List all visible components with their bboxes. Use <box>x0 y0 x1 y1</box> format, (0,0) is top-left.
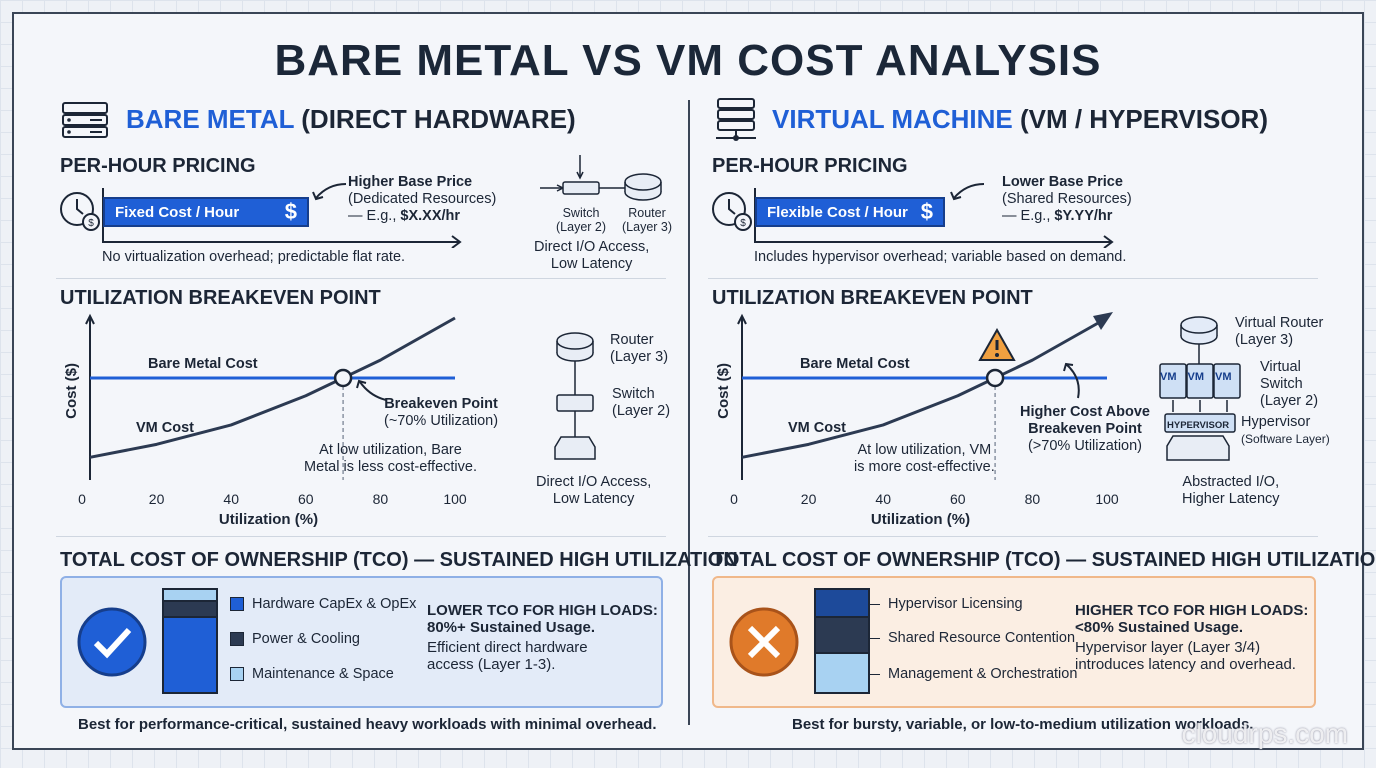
router-switch-server-icon <box>554 332 596 460</box>
pricing-caption: Includes hypervisor overhead; variable b… <box>754 249 1127 265</box>
breakeven-title: UTILIZATION BREAKEVEN POINT <box>712 287 1033 309</box>
tco-stack <box>814 588 870 694</box>
vm-box: VM <box>1215 371 1232 383</box>
vm-cost-label: VM Cost <box>136 420 194 436</box>
arrow-icon <box>1063 362 1080 399</box>
pricing-title: PER-HOUR PRICING <box>60 155 256 177</box>
pricing-caption: No virtualization overhead; predictable … <box>102 249 406 265</box>
y-axis-arrow <box>737 313 747 325</box>
breakeven-point <box>985 368 1005 388</box>
vm-cost-line <box>741 316 1108 459</box>
vm-box: VM <box>1187 371 1205 383</box>
bare-metal-heading: BARE METAL (DIRECT HARDWARE) <box>126 104 576 134</box>
vm-cost-line <box>89 316 456 459</box>
vm-panel: VIRTUAL MACHINE (VM / HYPERVISOR) PER-HO… <box>652 0 1376 768</box>
price-note: Higher Base Price (Dedicated Resources) — … <box>348 174 497 224</box>
bm-cost-label: Bare Metal Cost <box>148 356 258 372</box>
flexible-cost-bar: Flexible Cost / Hour $ <box>755 197 945 227</box>
vm-heading: VIRTUAL MACHINE (VM / HYPERVISOR) <box>772 104 1268 134</box>
tco-title: TOTAL COST OF OWNERSHIP (TCO) — SUSTAINE… <box>60 549 738 571</box>
fixed-cost-bar: Fixed Cost / Hour $ <box>103 197 309 227</box>
x-tick-label: 20 <box>801 491 817 507</box>
breakeven-chart: 0 20 40 60 80 100 Utilization (%) Cost ($) <box>63 313 467 528</box>
x-tick-label: 100 <box>1095 491 1119 507</box>
x-tick-label: 0 <box>78 491 86 507</box>
y-axis-label: Cost ($) <box>715 363 732 419</box>
x-axis-label: Utilization (%) <box>219 511 318 528</box>
divider <box>688 100 690 725</box>
x-axis-label: Utilization (%) <box>871 511 970 528</box>
svg-text:$: $ <box>88 218 94 229</box>
arrow-icon <box>356 379 387 401</box>
tco-box <box>712 576 1316 708</box>
server-network-icon <box>716 98 756 141</box>
dollar-icon: $ <box>284 199 297 224</box>
x-tick-label: 40 <box>875 491 891 507</box>
switch-router-icon <box>540 155 662 201</box>
clock-dollar-icon: $ <box>60 192 100 231</box>
breakeven-chart: 0 20 40 60 80 100 Utilization (%) Cost ($) <box>715 312 1119 528</box>
breakeven-point <box>333 368 353 388</box>
y-axis-label: Cost ($) <box>63 363 80 419</box>
tco-stack <box>162 588 218 694</box>
x-tick-label: 20 <box>149 491 165 507</box>
watermark: cloudrps.com <box>1181 718 1348 749</box>
x-icon <box>729 607 799 677</box>
server-icon <box>62 102 108 138</box>
breakeven-title: UTILIZATION BREAKEVEN POINT <box>60 287 381 309</box>
page-title: BARE METAL VS VM COST ANALYSIS <box>274 36 1102 85</box>
tco-title: TOTAL COST OF OWNERSHIP (TCO) — SUSTAINE… <box>712 549 1376 571</box>
dollar-icon: $ <box>920 199 933 224</box>
x-tick-label: 100 <box>443 491 467 507</box>
footer-note: Best for bursty, variable, or low-to-med… <box>792 716 1254 733</box>
tco-box <box>60 576 663 708</box>
check-icon <box>77 607 147 677</box>
y-axis-arrow <box>85 313 95 325</box>
vm-box: VM <box>1160 371 1177 383</box>
x-tick-label: 60 <box>950 491 966 507</box>
svg-text:$: $ <box>740 218 746 229</box>
arrow-icon <box>950 183 985 201</box>
footer-note: Best for performance-critical, sustained… <box>78 716 657 733</box>
warning-icon <box>978 328 1016 361</box>
arrow-icon <box>312 183 347 201</box>
x-tick-label: 80 <box>373 491 389 507</box>
arrowhead <box>1093 312 1113 330</box>
x-tick-label: 40 <box>223 491 239 507</box>
x-tick-label: 60 <box>298 491 314 507</box>
clock-dollar-icon: $ <box>712 192 752 231</box>
x-tick-label: 80 <box>1025 491 1041 507</box>
bare-metal-panel: BARE METAL (DIRECT HARDWARE) PER-HOUR PR… <box>0 0 738 768</box>
pricing-title: PER-HOUR PRICING <box>712 155 908 177</box>
x-tick-label: 0 <box>730 491 738 507</box>
virtual-network-icon <box>1159 316 1241 461</box>
hypervisor-box: HYPERVISOR <box>1167 420 1230 431</box>
